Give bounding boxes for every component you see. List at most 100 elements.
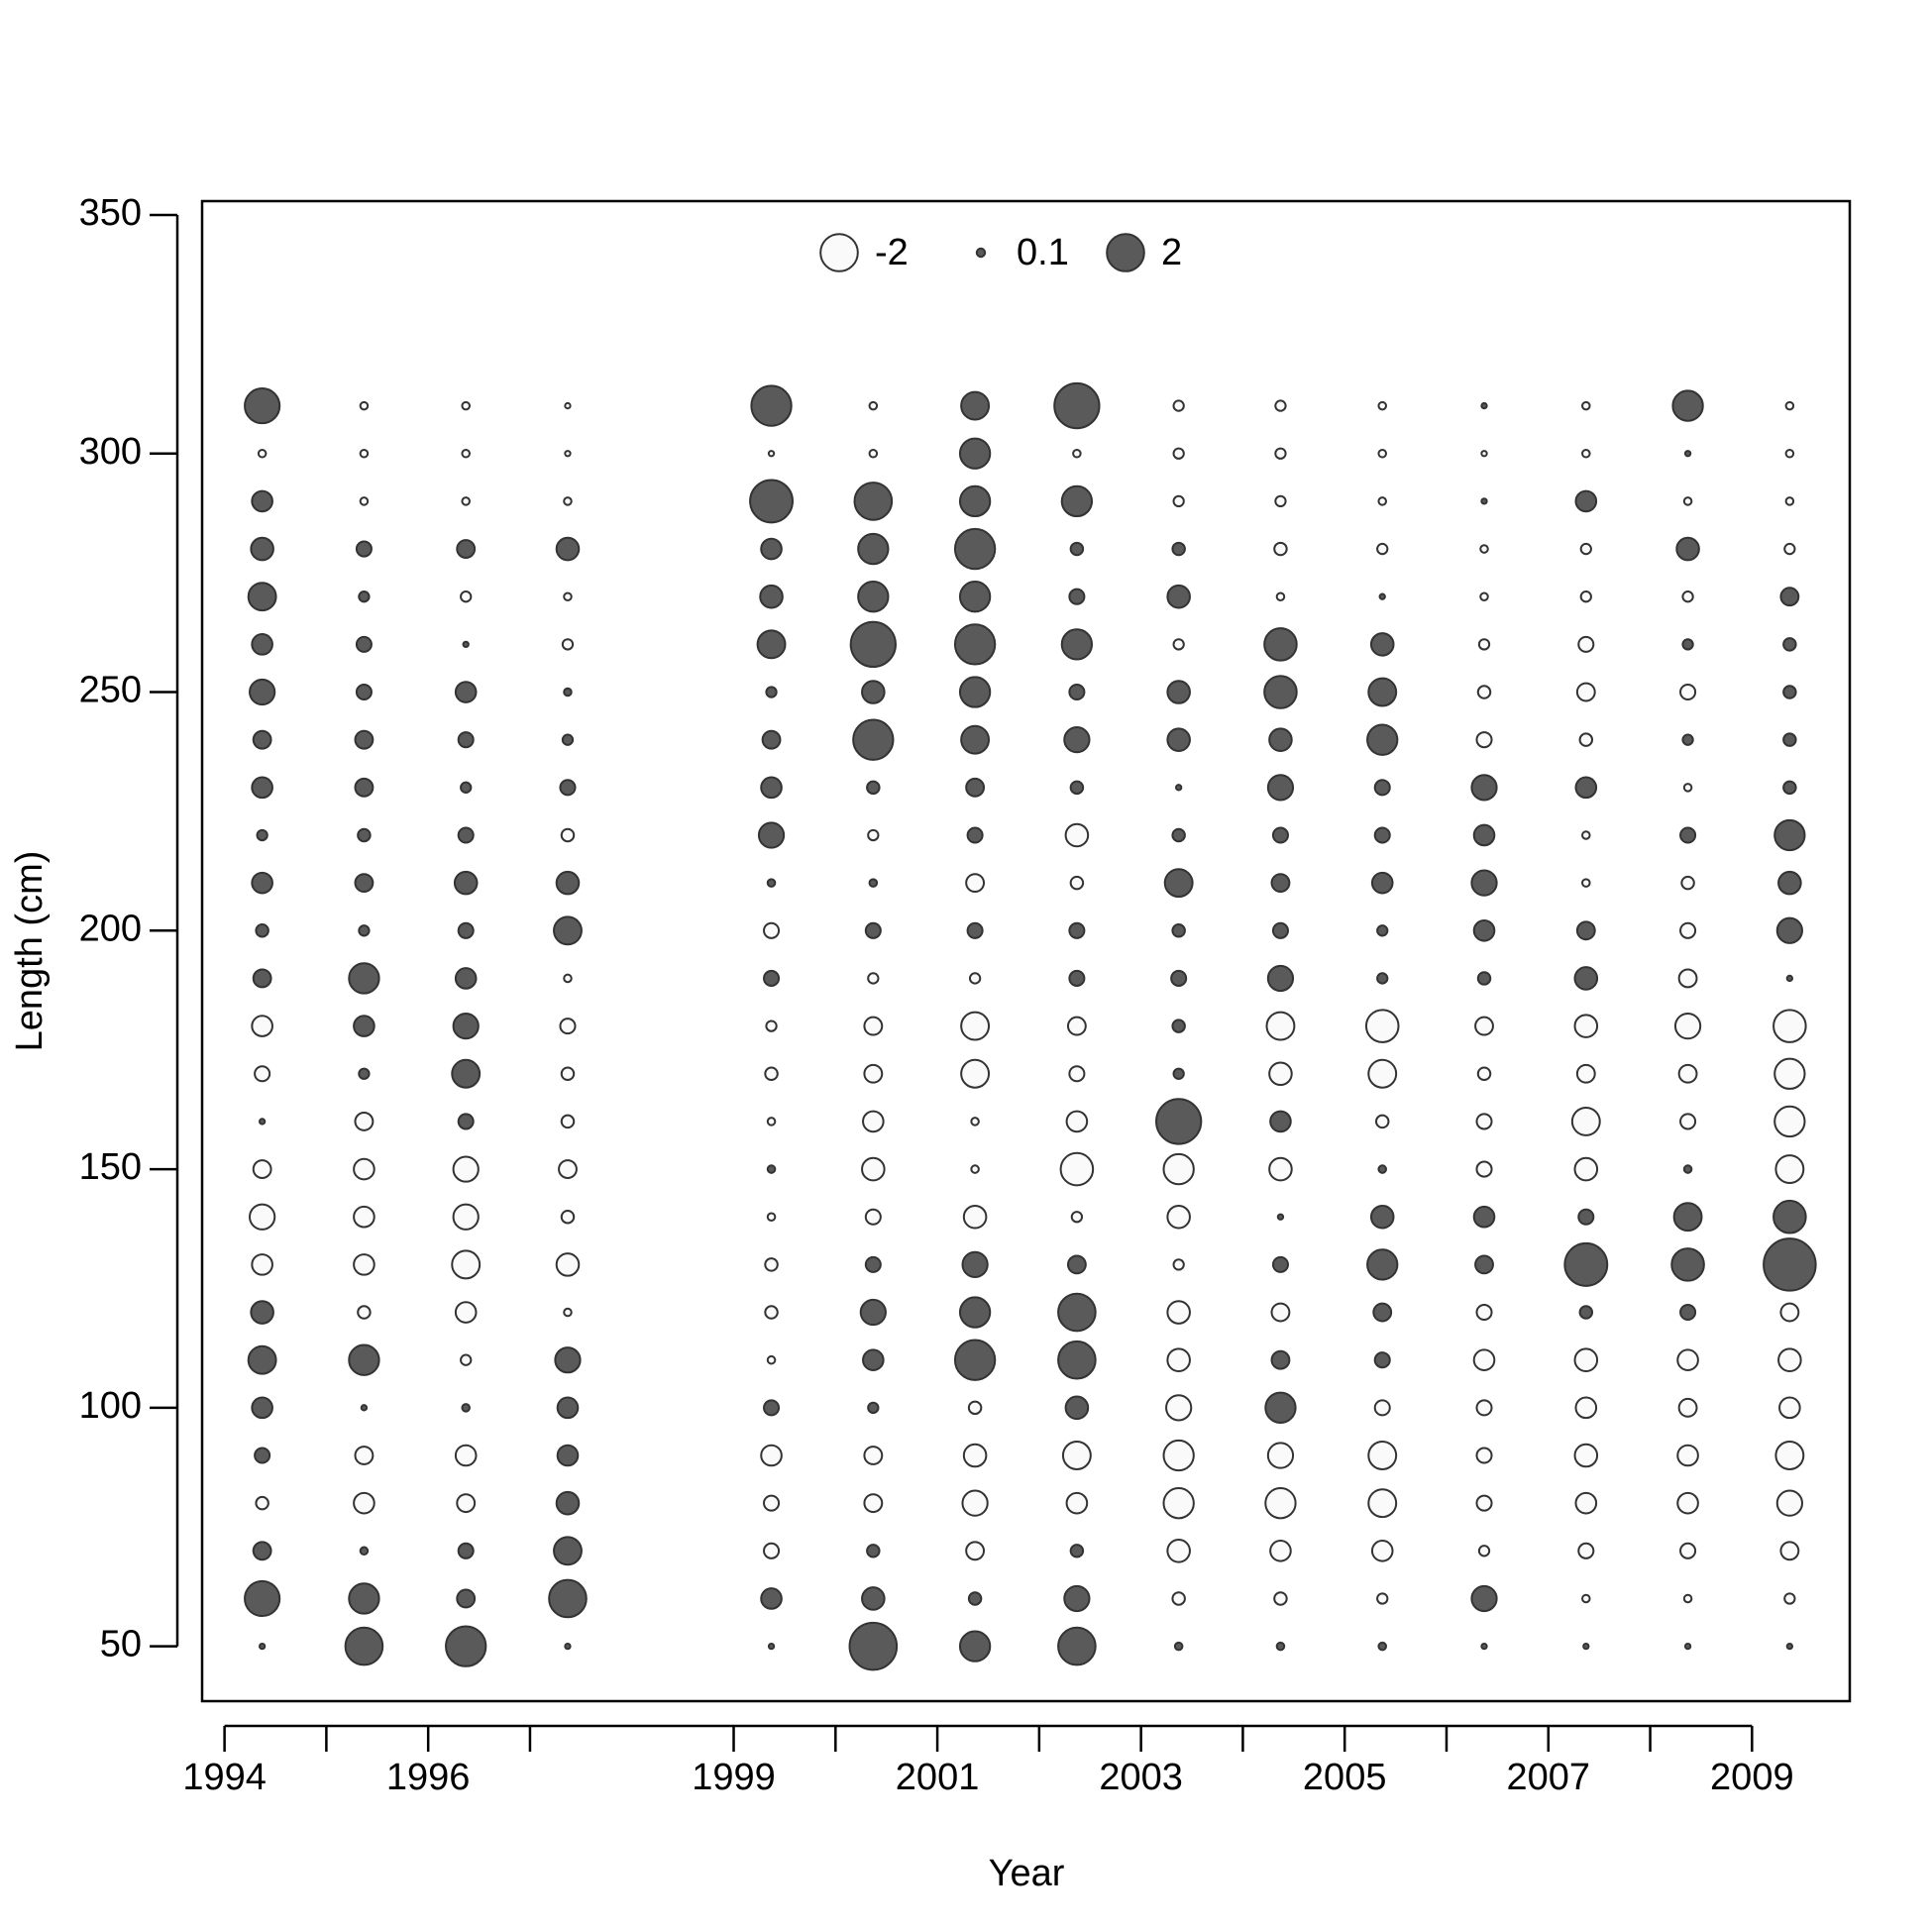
bubble	[1162, 1486, 1195, 1520]
bubble	[553, 1536, 583, 1566]
bubble	[1270, 873, 1291, 894]
bubble	[1784, 496, 1795, 506]
bubble	[1474, 1016, 1494, 1036]
bubble	[1782, 732, 1797, 747]
bubble	[1775, 1489, 1803, 1517]
bubble	[1683, 1642, 1692, 1651]
bubble	[962, 1443, 988, 1468]
bubble	[1479, 591, 1489, 601]
bubble	[1273, 541, 1288, 557]
bubble	[968, 972, 982, 985]
bubble	[766, 1354, 777, 1365]
bubble	[958, 581, 992, 613]
bubble	[1581, 400, 1591, 411]
bubble	[1477, 1545, 1491, 1557]
bubble	[958, 437, 992, 470]
bubble	[862, 1110, 885, 1133]
bubble	[1057, 1340, 1097, 1380]
bubble	[1772, 1199, 1807, 1234]
bubble	[355, 635, 373, 653]
bubble	[1172, 494, 1185, 508]
bubble	[359, 1546, 370, 1556]
bubble	[1069, 780, 1085, 796]
bubble	[252, 729, 272, 750]
bubble	[563, 1307, 573, 1318]
bubble	[1577, 635, 1595, 653]
bubble	[1172, 399, 1185, 412]
bubble	[1266, 1442, 1295, 1469]
bubble	[1373, 779, 1391, 797]
bubble	[1477, 638, 1491, 651]
bubble	[560, 827, 576, 843]
bubble	[1377, 496, 1387, 506]
bubble	[961, 1489, 989, 1517]
bubble	[1378, 592, 1386, 600]
bubble	[1271, 826, 1289, 844]
bubble	[960, 1058, 991, 1089]
bubble	[1070, 1211, 1084, 1224]
bubble	[1171, 827, 1186, 843]
bubble	[1777, 870, 1802, 896]
bubble	[863, 1016, 884, 1036]
bubble	[759, 584, 784, 609]
bubble	[1369, 632, 1395, 657]
bubble	[1574, 776, 1598, 800]
bubble	[1366, 723, 1399, 756]
bubble	[1774, 1154, 1805, 1185]
bubble	[1472, 918, 1496, 942]
bubble	[461, 1403, 471, 1413]
bubble	[1373, 1351, 1391, 1369]
bubble	[1271, 921, 1289, 939]
bubble	[757, 821, 786, 849]
bubble	[1782, 780, 1797, 796]
bubble	[1682, 496, 1693, 506]
bubble	[1166, 1539, 1191, 1563]
bubble	[249, 678, 276, 706]
x-tick-label: 1996	[386, 1757, 471, 1798]
bubble	[358, 590, 371, 603]
bubble	[1068, 1065, 1086, 1083]
bubble	[1268, 1156, 1293, 1182]
bubble	[765, 1020, 778, 1032]
bubble	[555, 1252, 581, 1277]
bubble	[852, 718, 895, 761]
bubble	[1367, 677, 1398, 707]
bubble	[1270, 1302, 1291, 1323]
bubble	[1575, 920, 1596, 941]
bubble	[1581, 830, 1591, 840]
bubble	[1679, 1113, 1697, 1130]
bubble	[861, 1586, 886, 1611]
bubble	[1475, 1160, 1493, 1178]
bubble	[250, 536, 274, 562]
bubble	[1777, 1347, 1802, 1372]
bubble	[1779, 587, 1800, 607]
bubble	[1377, 448, 1387, 459]
bubble	[1068, 588, 1086, 605]
bubble	[252, 1541, 272, 1561]
bubble	[965, 873, 986, 894]
bubble	[1773, 818, 1806, 852]
bubble	[555, 1490, 581, 1516]
bubble	[763, 1494, 781, 1512]
bubble	[1275, 591, 1286, 601]
bubble	[1475, 1399, 1493, 1417]
bubble	[1782, 637, 1797, 652]
bubble	[864, 1208, 882, 1226]
bubble	[765, 686, 778, 698]
bubble	[1573, 1443, 1599, 1468]
bubble	[1470, 1584, 1498, 1613]
bubble	[1263, 675, 1298, 709]
bubble	[1783, 1592, 1796, 1605]
bubble	[1784, 448, 1795, 459]
bubble	[563, 496, 573, 506]
bubble	[1059, 1151, 1095, 1187]
bubble	[452, 1012, 480, 1040]
bubble	[1772, 1009, 1807, 1043]
bubble	[849, 620, 897, 669]
bubble	[1069, 541, 1085, 557]
bubble	[1369, 1204, 1395, 1230]
bubble	[1165, 1394, 1193, 1422]
bubble	[564, 1642, 572, 1651]
bubble	[848, 1621, 899, 1671]
bubble	[756, 629, 787, 660]
